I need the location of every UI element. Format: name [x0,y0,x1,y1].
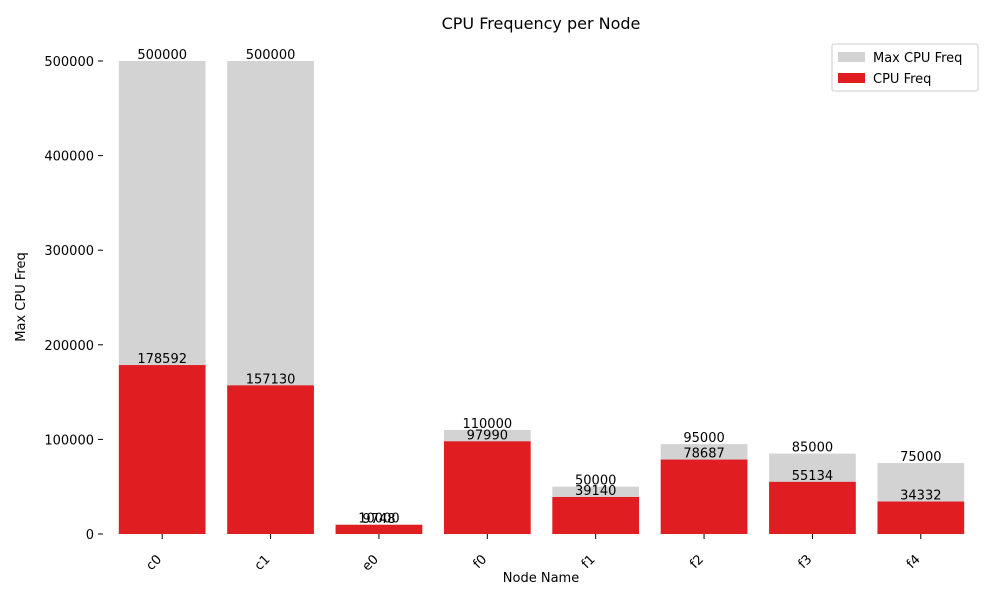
legend-box [831,43,979,92]
y-tick-label-200000: 200000 [44,339,94,354]
bar-cpu-freq-f2 [660,459,748,534]
data-label-cpu-freq-e0: 9748 [362,512,395,527]
data-label-max-cpu-freq-f4: 75000 [900,450,941,465]
data-label-max-cpu-freq-e0: 10000 [358,512,399,527]
y-tick-label-400000: 400000 [44,150,94,165]
bar-cpu-freq-c0 [118,365,206,534]
x-tick-label-f1: f1 [579,552,599,572]
x-tick-label-f2: f2 [687,552,707,572]
legend-swatch-cpu-freq [838,73,865,83]
bar-cpu-freq-f4 [877,501,965,534]
x-tick-label-f3: f3 [796,552,816,572]
data-labels: 500000 500000 10000 110000 50000 95000 85000 75… [137,48,941,527]
y-tick-label-100000: 100000 [44,433,94,448]
x-tick-label-f4: f4 [904,552,924,572]
y-tick-label-300000: 300000 [44,244,94,259]
data-label-cpu-freq-f2: 78687 [683,447,724,462]
x-axis-label: Node Name [503,571,579,586]
data-label-cpu-freq-c0: 178592 [137,352,187,367]
y-tick-label-0: 0 [86,528,94,543]
bar-cpu-freq-c1 [227,385,314,534]
bar-cpu-freq-f0 [443,441,531,534]
legend-swatch-max-cpu-freq [838,52,865,62]
data-label-cpu-freq-f4: 34332 [900,489,941,504]
legend-label-cpu-freq: CPU Freq [873,72,931,87]
x-tick-label-e0: e0 [360,552,382,574]
data-label-cpu-freq-f3: 55134 [792,469,833,484]
x-tick-label-c0: c0 [144,552,166,574]
data-label-max-cpu-freq-c1: 500000 [246,48,296,63]
x-tick-label-c1: c1 [252,552,274,574]
data-label-cpu-freq-f0: 97990 [467,428,508,443]
bar-cpu-freq-e0 [335,524,423,534]
data-label-max-cpu-freq-f2: 95000 [683,431,724,446]
data-label-cpu-freq-f1: 39140 [575,484,616,499]
y-tick-label-500000: 500000 [44,55,94,70]
legend: Max CPU Freq CPU Freq [831,43,979,92]
data-label-max-cpu-freq-f1: 50000 [575,474,616,489]
data-label-max-cpu-freq-f0: 110000 [462,417,512,432]
cpu-freq-bars [118,365,965,534]
data-label-cpu-freq-c1: 157130 [246,372,296,387]
data-label-max-cpu-freq-c0: 500000 [137,48,187,63]
x-tick-label-f0: f0 [470,552,490,572]
x-axis: c0 c1 e0 f0 f1 f2 f3 f4 [144,534,924,574]
bar-cpu-freq-f1 [552,496,640,534]
data-label-max-cpu-freq-f3: 85000 [792,441,833,456]
y-axis: 0 100000 200000 300000 400000 500000 [44,55,103,543]
chart-title: CPU Frequency per Node [442,14,641,33]
bar-cpu-freq-f3 [769,481,856,534]
legend-label-max-cpu-freq: Max CPU Freq [873,51,962,66]
y-axis-label: Max CPU Freq [14,252,29,341]
